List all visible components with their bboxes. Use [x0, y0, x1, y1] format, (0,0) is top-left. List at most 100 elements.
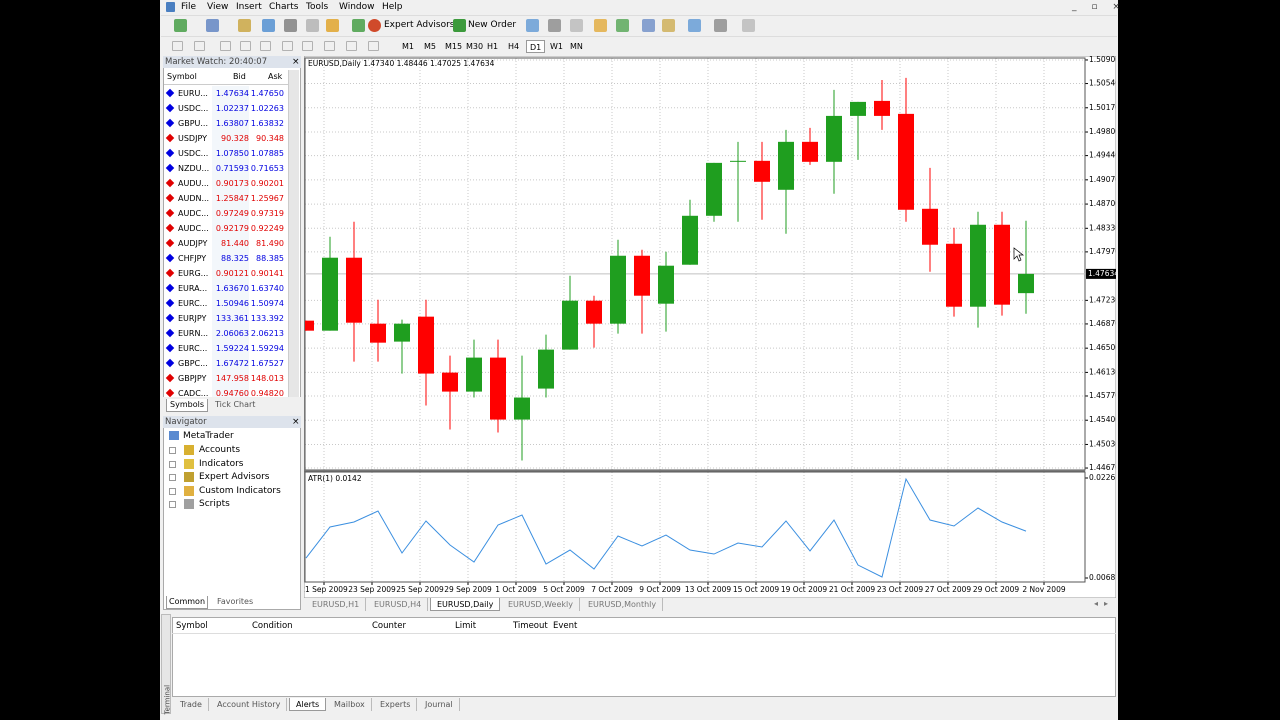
- toolbar-button-label[interactable]: Expert Advisors: [384, 20, 455, 30]
- symbol[interactable]: AUDC...: [178, 209, 209, 218]
- tool-button[interactable]: [368, 41, 379, 51]
- symbol[interactable]: GBPC...: [178, 359, 208, 368]
- tool-button[interactable]: [324, 41, 335, 51]
- menu-item[interactable]: Help: [382, 2, 403, 12]
- toolbar-button[interactable]: [616, 19, 629, 32]
- menu-item[interactable]: View: [207, 2, 229, 12]
- toolbar-button[interactable]: [352, 19, 365, 32]
- toolbar-button[interactable]: [526, 19, 539, 32]
- toolbar-button[interactable]: [174, 19, 187, 32]
- toolbar-button[interactable]: [688, 19, 701, 32]
- tree-item[interactable]: Scripts: [199, 499, 230, 509]
- toolbar-button[interactable]: [262, 19, 275, 32]
- tree-expander[interactable]: [169, 474, 176, 481]
- toolbar-button[interactable]: [368, 19, 381, 32]
- tab-scroll[interactable]: ◂▸: [1094, 599, 1115, 608]
- symbol[interactable]: EURC...: [178, 299, 208, 308]
- timeframe-button[interactable]: D1: [526, 40, 546, 53]
- tool-button[interactable]: [282, 41, 293, 51]
- toolbar-button[interactable]: [742, 19, 755, 32]
- symbol[interactable]: USDJPY: [178, 134, 207, 143]
- tool-button[interactable]: [194, 41, 205, 51]
- timeframe-button[interactable]: M1: [402, 42, 414, 51]
- tab[interactable]: Tick Chart: [215, 400, 256, 409]
- symbol[interactable]: EURN...: [178, 329, 209, 338]
- symbol[interactable]: AUDU...: [178, 179, 209, 188]
- symbol[interactable]: EURC...: [178, 344, 208, 353]
- tool-button[interactable]: [220, 41, 231, 51]
- tab[interactable]: Common: [166, 596, 208, 609]
- symbol[interactable]: EURJPY: [178, 314, 207, 323]
- timeframe-button[interactable]: M5: [424, 42, 436, 51]
- chart-tab[interactable]: EURUSD,Weekly: [502, 598, 580, 611]
- column-header[interactable]: Symbol: [176, 621, 208, 631]
- column-header[interactable]: Counter: [372, 621, 406, 631]
- column-header[interactable]: Limit: [455, 621, 477, 631]
- menu-item[interactable]: File: [181, 2, 197, 12]
- symbol[interactable]: AUDJPY: [178, 239, 208, 248]
- toolbar-button[interactable]: [642, 19, 655, 32]
- symbol[interactable]: GBPU...: [178, 119, 208, 128]
- tool-button[interactable]: [172, 41, 183, 51]
- column-header[interactable]: Event: [553, 621, 578, 631]
- toolbar-button[interactable]: [662, 19, 675, 32]
- toolbar-button[interactable]: [594, 19, 607, 32]
- symbol[interactable]: NZDU...: [178, 164, 210, 173]
- window-controls[interactable]: _ ▫ ×: [1072, 2, 1126, 12]
- menu-item[interactable]: Charts: [269, 2, 299, 12]
- symbol[interactable]: CADC...: [178, 389, 209, 398]
- symbol[interactable]: AUDC...: [178, 224, 209, 233]
- tab[interactable]: Symbols: [166, 399, 208, 412]
- toolbar-button[interactable]: [206, 19, 219, 32]
- toolbar-button[interactable]: [306, 19, 319, 32]
- menu-item[interactable]: Window: [339, 2, 375, 12]
- tree-item[interactable]: Custom Indicators: [199, 485, 281, 496]
- timeframe-button[interactable]: MN: [570, 42, 583, 51]
- symbol[interactable]: AUDN...: [178, 194, 210, 203]
- symbol[interactable]: CHFJPY: [178, 254, 207, 263]
- tree-expander[interactable]: [169, 447, 176, 454]
- tree-item[interactable]: MetaTrader: [183, 431, 234, 441]
- terminal-tab[interactable]: Trade: [174, 698, 209, 711]
- symbol[interactable]: EURA...: [178, 284, 208, 293]
- timeframe-button[interactable]: W1: [550, 42, 563, 51]
- column-header[interactable]: Bid: [233, 72, 246, 81]
- toolbar-button-label[interactable]: New Order: [468, 20, 517, 30]
- symbol[interactable]: USDC...: [178, 149, 209, 158]
- tree-item[interactable]: Expert Advisors: [199, 472, 270, 482]
- tree-item[interactable]: Accounts: [199, 445, 241, 455]
- close-button[interactable]: ×: [292, 57, 300, 67]
- tool-button[interactable]: [302, 41, 313, 51]
- toolbar-button[interactable]: [453, 19, 466, 32]
- terminal-tab[interactable]: Alerts: [289, 698, 327, 711]
- chart-tab[interactable]: EURUSD,Monthly: [582, 598, 664, 611]
- tree-expander[interactable]: [169, 460, 176, 468]
- symbol[interactable]: USDC...: [178, 104, 209, 113]
- chart-tab[interactable]: EURUSD,H1: [306, 598, 367, 611]
- toolbar-button[interactable]: [326, 19, 339, 32]
- toolbar-button[interactable]: [238, 19, 251, 32]
- chart-tab[interactable]: EURUSD,H4: [368, 598, 429, 611]
- menu-item[interactable]: Insert: [236, 2, 262, 12]
- toolbar-button[interactable]: [714, 19, 727, 32]
- terminal-tab[interactable]: Mailbox: [328, 698, 372, 711]
- symbol[interactable]: EURG...: [178, 269, 209, 278]
- column-header[interactable]: Timeout: [513, 621, 548, 631]
- toolbar-button[interactable]: [570, 19, 583, 32]
- timeframe-button[interactable]: H4: [508, 42, 520, 51]
- tab[interactable]: Favorites: [217, 597, 254, 606]
- menu-item[interactable]: Tools: [306, 2, 329, 12]
- timeframe-button[interactable]: H1: [487, 42, 499, 51]
- tool-button[interactable]: [346, 41, 357, 51]
- tree-item[interactable]: Indicators: [199, 458, 244, 469]
- symbol[interactable]: EURU...: [178, 89, 208, 98]
- symbol[interactable]: GBPJPY: [178, 374, 207, 383]
- terminal-tab[interactable]: Account History: [211, 698, 288, 711]
- column-header[interactable]: Condition: [252, 621, 293, 631]
- tool-button[interactable]: [260, 41, 271, 51]
- tool-button[interactable]: [240, 41, 251, 51]
- column-header[interactable]: Ask: [268, 72, 283, 81]
- tree-expander[interactable]: [169, 487, 176, 495]
- terminal-tab[interactable]: Journal: [419, 698, 460, 711]
- chart-tab[interactable]: EURUSD,Daily: [430, 598, 501, 611]
